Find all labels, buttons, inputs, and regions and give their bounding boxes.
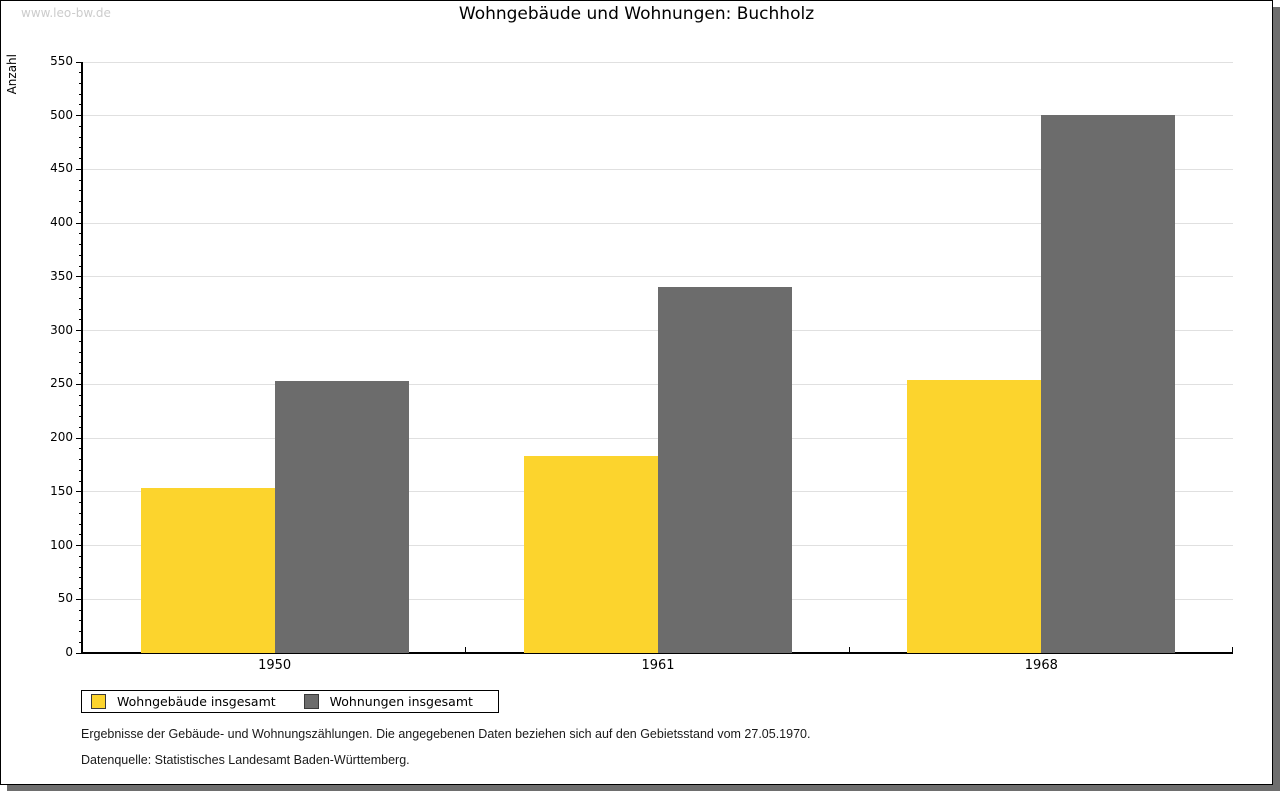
bar-1950-series0 xyxy=(140,487,275,653)
y-axis-line xyxy=(81,62,83,653)
y-tick xyxy=(76,222,83,224)
x-axis-line xyxy=(81,652,1233,654)
y-tick-label: 450 xyxy=(50,161,73,176)
y-tick xyxy=(76,276,83,278)
footnote-data-source: Datenquelle: Statistisches Landesamt Bad… xyxy=(81,753,410,767)
y-tick-label: 0 xyxy=(65,645,73,659)
y-tick xyxy=(76,652,83,654)
y-tick xyxy=(76,598,83,600)
y-tick-label: 50 xyxy=(57,591,73,606)
legend-item-wohngebaeude: Wohngebäude insgesamt xyxy=(91,694,276,709)
y-tick-label: 100 xyxy=(50,537,73,552)
y-tick xyxy=(76,168,83,170)
watermark: www.leo-bw.de xyxy=(21,6,111,20)
bar-1968-series1 xyxy=(1041,114,1176,653)
legend-item-wohnungen: Wohnungen insgesamt xyxy=(303,694,473,709)
y-tick-label: 150 xyxy=(50,483,73,498)
y-tick xyxy=(76,545,83,547)
y-tick xyxy=(76,330,83,332)
legend-swatch-yellow-icon xyxy=(91,694,106,709)
chart-title: Wohngebäude und Wohnungen: Buchholz xyxy=(458,4,815,24)
gridline xyxy=(83,222,1233,224)
x-tick-label: 1950 xyxy=(258,658,292,673)
y-tick xyxy=(76,383,83,385)
gridline xyxy=(83,61,1233,63)
y-tick-label: 250 xyxy=(50,376,73,391)
y-tick-label: 550 xyxy=(50,54,73,68)
x-tick-label: 1961 xyxy=(641,658,675,673)
y-tick xyxy=(76,115,83,117)
y-tick-label: 350 xyxy=(50,268,73,283)
bar-1961-series1 xyxy=(658,286,792,653)
y-tick xyxy=(76,437,83,439)
y-tick-label: 300 xyxy=(50,322,73,337)
x-tick xyxy=(465,647,467,652)
legend-label-wohngebaeude: Wohngebäude insgesamt xyxy=(117,694,276,709)
bar-1961-series0 xyxy=(524,456,658,653)
gridline xyxy=(83,168,1233,170)
legend-swatch-gray-icon xyxy=(303,694,319,709)
legend-label-wohnungen: Wohnungen insgesamt xyxy=(329,694,473,709)
x-tick xyxy=(1232,647,1233,652)
bar-1950-series1 xyxy=(274,381,409,653)
bar-1968-series0 xyxy=(907,380,1042,653)
y-tick-label: 200 xyxy=(50,430,73,445)
gridline xyxy=(83,276,1233,278)
legend: Wohngebäude insgesamt Wohnungen insgesam… xyxy=(81,690,499,713)
footnote-source-note: Ergebnisse der Gebäude- und Wohnungszähl… xyxy=(81,727,811,741)
y-tick-label: 500 xyxy=(50,107,73,122)
y-tick-label: 400 xyxy=(50,215,73,230)
x-tick xyxy=(848,647,850,652)
gridline xyxy=(83,115,1233,117)
y-tick xyxy=(76,61,83,63)
y-tick xyxy=(76,491,83,493)
x-tick-label: 1968 xyxy=(1024,658,1058,673)
